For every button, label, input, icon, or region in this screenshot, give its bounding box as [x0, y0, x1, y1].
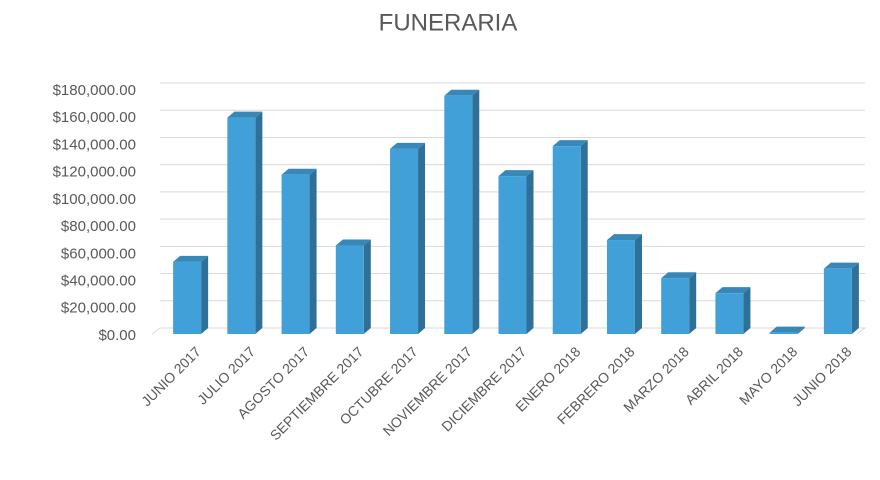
bar-side — [797, 326, 805, 334]
y-tick-label: $180,000.00 — [53, 82, 136, 99]
bar-top — [335, 239, 371, 246]
bar-side — [743, 287, 751, 334]
bar-side — [418, 142, 426, 334]
bar — [281, 174, 310, 334]
y-tick-label: $100,000.00 — [53, 191, 136, 208]
bar-side — [851, 262, 859, 334]
bar-side — [255, 111, 263, 334]
bar — [606, 240, 635, 334]
y-tick-label: $20,000.00 — [61, 300, 136, 317]
bar — [715, 293, 744, 334]
bar-side — [309, 168, 317, 334]
y-tick-label: $120,000.00 — [53, 164, 136, 181]
bar-top — [498, 170, 534, 177]
bar-top — [715, 287, 751, 294]
x-tick-label: SEPTIEMBRE 2017 — [267, 343, 367, 443]
bar-top — [823, 262, 859, 269]
bar-top — [281, 168, 317, 175]
bar — [173, 261, 202, 334]
y-tick-label: $140,000.00 — [53, 136, 136, 153]
bar-side — [689, 272, 697, 334]
bar-top — [606, 234, 642, 241]
bar-top — [227, 111, 263, 118]
bar — [498, 176, 527, 334]
bar — [823, 268, 852, 334]
bar-side — [634, 234, 642, 334]
bar-top — [769, 326, 805, 333]
x-tick-label: JUNIO 2017 — [138, 343, 204, 409]
bar — [227, 117, 256, 334]
bar-side — [201, 255, 209, 334]
bar-top — [552, 140, 588, 147]
y-tick-label: $0.00 — [98, 327, 136, 344]
chart-title: FUNERARIA — [379, 9, 518, 36]
bar — [335, 245, 364, 334]
bar-top — [173, 255, 209, 262]
x-tick-label: NOVIEMBRE 2017 — [380, 343, 476, 439]
bar — [390, 148, 419, 334]
bar-top — [390, 142, 426, 149]
bar — [444, 95, 473, 334]
y-tick-label: $160,000.00 — [53, 109, 136, 126]
y-tick-label: $40,000.00 — [61, 273, 136, 290]
bar-side — [580, 140, 588, 334]
bar-top — [661, 272, 697, 279]
bar-top — [444, 89, 480, 96]
bar-side — [526, 170, 534, 334]
y-tick-label: $60,000.00 — [61, 245, 136, 262]
bar — [769, 332, 798, 334]
y-tick-label: $80,000.00 — [61, 218, 136, 235]
bar — [552, 146, 581, 334]
bar — [661, 278, 690, 334]
bar-side — [472, 89, 480, 334]
bar-side — [363, 239, 371, 334]
